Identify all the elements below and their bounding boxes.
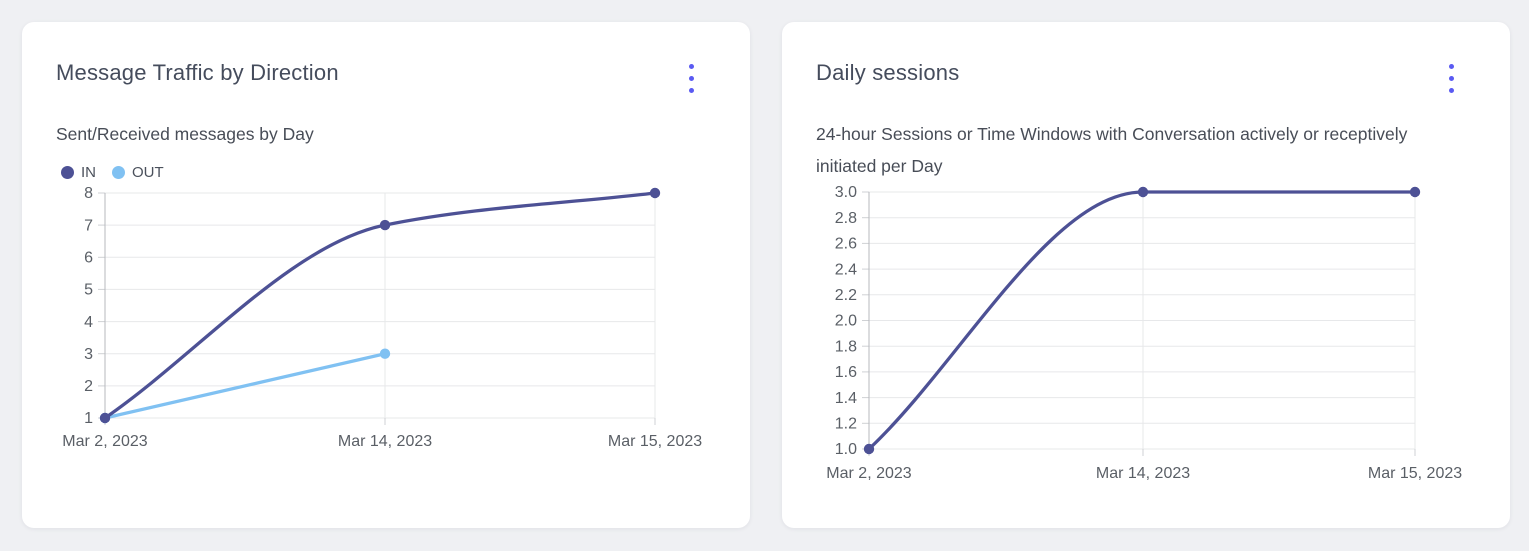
svg-text:1: 1 — [84, 410, 93, 427]
svg-text:2: 2 — [84, 378, 93, 395]
svg-text:1.8: 1.8 — [835, 338, 857, 355]
line-chart-message-traffic[interactable]: 8 7 6 5 4 3 2 1 Mar 2, 2023 Mar 14, 2023 Mar 15, 2… — [56, 182, 718, 456]
card-title-daily-sessions: Daily sessions — [816, 60, 960, 85]
legend-label-in: IN — [81, 163, 96, 181]
svg-text:2.2: 2.2 — [835, 287, 857, 304]
svg-text:2.6: 2.6 — [835, 236, 857, 253]
svg-text:4: 4 — [84, 314, 93, 331]
legend-item-out: OUT — [112, 164, 164, 181]
chart-legend: IN OUT — [56, 162, 716, 182]
svg-text:Mar 2, 2023: Mar 2, 2023 — [826, 465, 911, 482]
svg-text:8: 8 — [84, 185, 93, 202]
card-title-message-traffic: Message Traffic by Direction — [56, 60, 339, 85]
svg-text:1.0: 1.0 — [835, 441, 857, 458]
card-header: Daily sessions — [816, 58, 1476, 93]
svg-text:5: 5 — [84, 282, 93, 299]
svg-text:1.6: 1.6 — [835, 364, 857, 381]
svg-text:6: 6 — [84, 250, 93, 267]
svg-text:1.4: 1.4 — [835, 390, 857, 407]
svg-text:7: 7 — [84, 217, 93, 234]
svg-text:3.0: 3.0 — [835, 184, 857, 201]
svg-text:Mar 2, 2023: Mar 2, 2023 — [62, 433, 147, 450]
svg-text:3: 3 — [84, 346, 93, 363]
svg-text:1.2: 1.2 — [835, 416, 857, 433]
svg-text:2.0: 2.0 — [835, 313, 857, 330]
legend-label-out: OUT — [132, 163, 164, 181]
legend-dot-out — [112, 165, 125, 179]
kebab-dot — [1449, 64, 1454, 69]
card-subtitle-daily-sessions: 24-hour Sessions or Time Windows with Co… — [816, 124, 1408, 176]
kebab-dot — [689, 64, 694, 69]
kebab-dot — [689, 88, 694, 93]
legend-dot-in — [61, 165, 74, 179]
svg-text:Mar 14, 2023: Mar 14, 2023 — [1096, 465, 1190, 482]
kebab-dot — [689, 76, 694, 81]
svg-text:Mar 14, 2023: Mar 14, 2023 — [338, 433, 432, 450]
card-daily-sessions: Daily sessions 24-hour Sessions or Time … — [782, 22, 1510, 528]
card-subtitle-message-traffic: Sent/Received messages by Day — [56, 124, 314, 144]
legend-item-in: IN — [61, 164, 96, 181]
kebab-menu-icon[interactable] — [1441, 60, 1462, 97]
card-header: Message Traffic by Direction — [56, 58, 716, 93]
line-chart-daily-sessions[interactable]: 3.0 2.8 2.6 2.4 2.2 2.0 1.8 1.6 1.4 1.2 1.0 Mar 2, … — [816, 182, 1498, 484]
kebab-menu-icon[interactable] — [681, 60, 702, 97]
svg-text:Mar 15, 2023: Mar 15, 2023 — [608, 433, 702, 450]
svg-text:2.4: 2.4 — [835, 261, 857, 278]
svg-text:2.8: 2.8 — [835, 210, 857, 227]
card-message-traffic: Message Traffic by Direction Sent/Receiv… — [22, 22, 750, 528]
kebab-dot — [1449, 88, 1454, 93]
kebab-dot — [1449, 76, 1454, 81]
svg-text:Mar 15, 2023: Mar 15, 2023 — [1368, 465, 1462, 482]
